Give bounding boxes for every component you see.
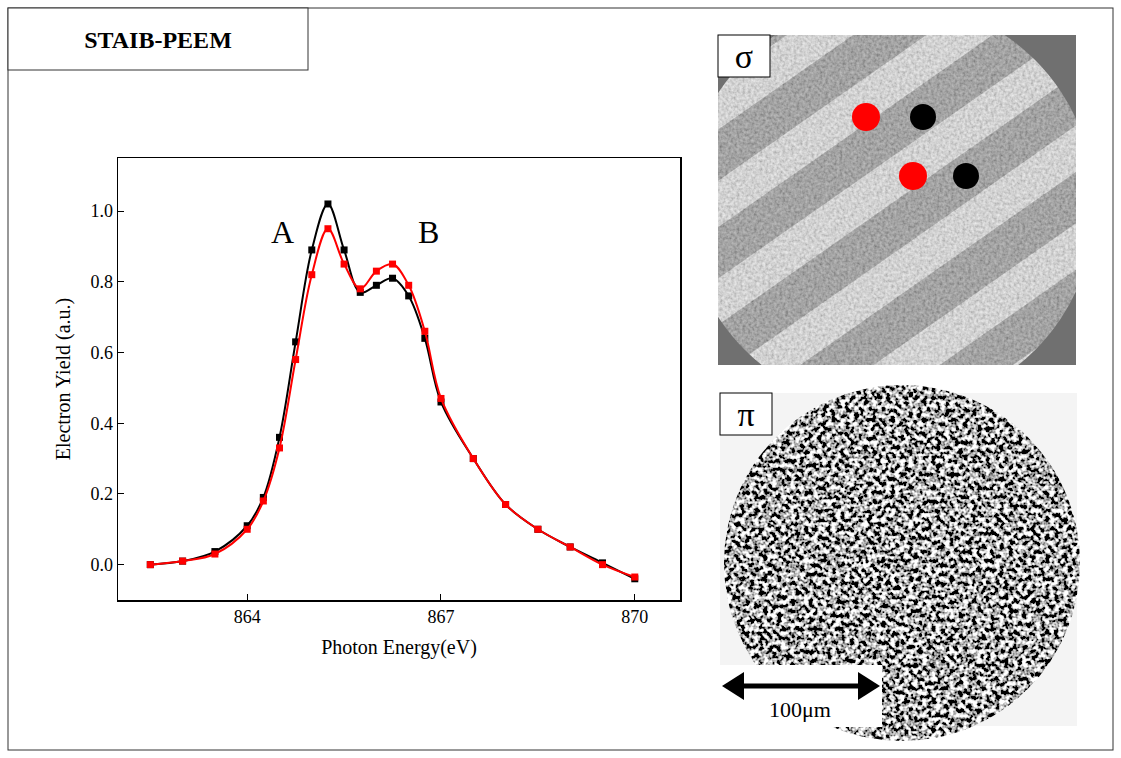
- svg-text:867: 867: [427, 607, 454, 627]
- svg-text:100μm: 100μm: [769, 697, 831, 722]
- svg-text:B: B: [418, 214, 439, 250]
- svg-text:STAIB-PEEM: STAIB-PEEM: [84, 27, 232, 53]
- svg-text:π: π: [737, 396, 754, 433]
- svg-text:870: 870: [621, 607, 648, 627]
- svg-text:0.8: 0.8: [90, 272, 113, 292]
- svg-text:0.4: 0.4: [90, 414, 113, 434]
- svg-text:0.2: 0.2: [90, 484, 113, 504]
- svg-text:1.0: 1.0: [90, 201, 113, 221]
- svg-text:Photon Energy(eV): Photon Energy(eV): [321, 636, 477, 659]
- svg-text:Electron Yield (a.u.): Electron Yield (a.u.): [52, 298, 75, 461]
- svg-text:0.6: 0.6: [90, 343, 113, 363]
- svg-text:0.0: 0.0: [90, 555, 113, 575]
- svg-text:864: 864: [234, 607, 261, 627]
- svg-text:A: A: [271, 214, 294, 250]
- svg-text:σ: σ: [735, 38, 753, 75]
